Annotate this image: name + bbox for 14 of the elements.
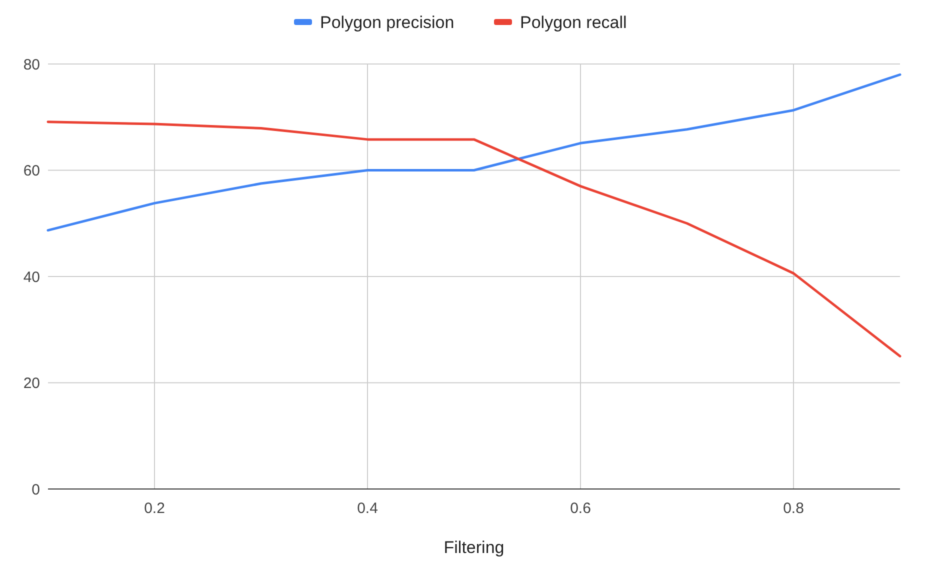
line-series [46,73,902,232]
x-axis-title: Filtering [444,538,504,557]
y-tick-label: 40 [23,268,40,286]
y-tick-label: 60 [23,162,40,180]
y-tick-label: 80 [23,56,40,74]
legend-label: Polygon recall [520,12,627,32]
y-tick-label: 20 [23,375,40,392]
line-series [46,120,902,358]
x-tick-label: 0.6 [570,500,591,517]
x-tick-label: 0.4 [357,500,378,517]
x-tick-label: 0.8 [783,500,804,517]
x-tick-label: 0.2 [144,500,165,517]
y-tick-label: 0 [32,481,40,498]
legend-label: Polygon precision [320,12,454,32]
